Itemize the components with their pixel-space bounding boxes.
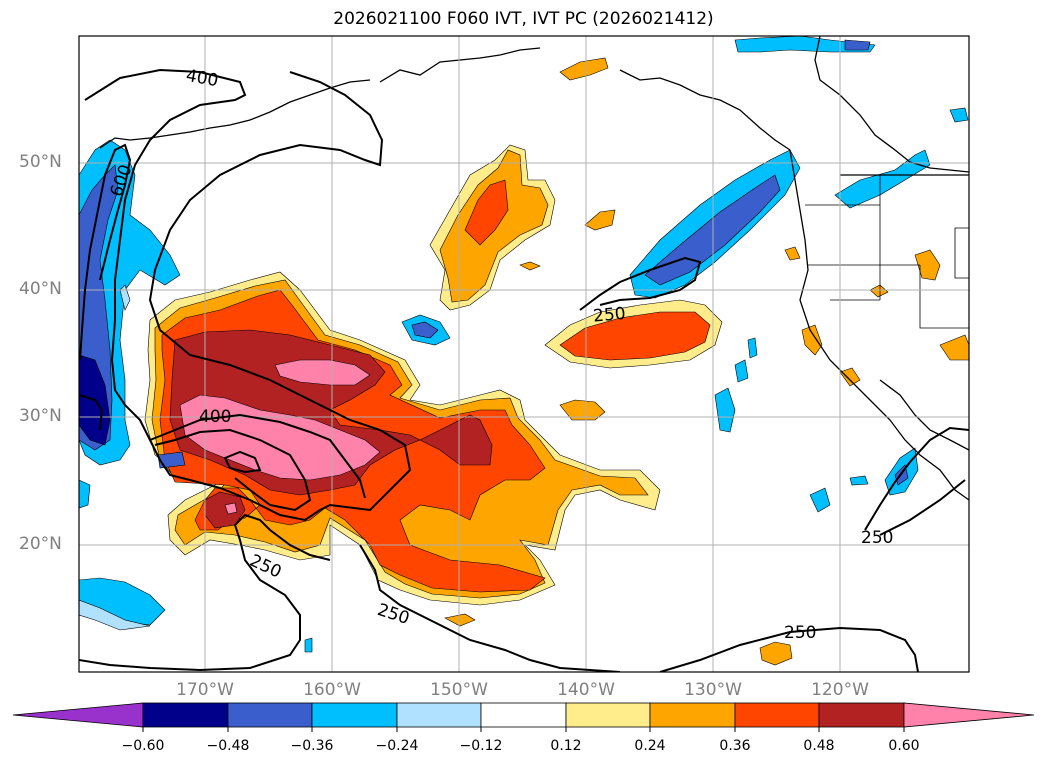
colorbar-tick-label: 0.60 (888, 738, 920, 754)
lon-label: 140°W (557, 680, 615, 700)
lon-label: 170°W (176, 680, 234, 700)
colorbar-tick-label: −0.60 (121, 738, 165, 754)
positive-anomaly-small-pink (224, 502, 238, 515)
contour-label: 250 (861, 528, 893, 548)
contour-250-west (79, 513, 331, 672)
colorbar-tick-label: 0.48 (803, 738, 835, 754)
map-plot-area: 400 600 250 400 250 250 250 250 (79, 36, 969, 672)
positive-anomaly-small-11 (519, 261, 541, 271)
contour-400-north (84, 68, 412, 522)
positive-anomaly-north-red (464, 179, 509, 246)
lon-label: 130°W (684, 680, 742, 700)
positive-anomaly-small-10 (839, 367, 861, 387)
negative-anomaly-mid-small-dark (411, 321, 439, 339)
contour-250-left-fragment (79, 394, 104, 431)
negative-anomaly-east-column (714, 387, 736, 433)
colorbar-swatch (649, 702, 736, 728)
positive-anomaly-east-red (559, 311, 711, 361)
negative-anomaly-southwest-light (79, 599, 151, 631)
map-frame (78, 35, 970, 673)
contour-label: 400 (199, 407, 231, 427)
negative-anomaly-tiny-1 (949, 107, 969, 123)
lon-label: 120°W (811, 680, 869, 700)
colorbar-swatch (565, 702, 651, 728)
colorbar-swatch (396, 702, 482, 728)
colorbar-swatch (818, 702, 905, 728)
colorbar-ticks (142, 727, 905, 732)
positive-anomaly-small-3 (559, 399, 606, 421)
coastlines (99, 36, 969, 501)
colorbar-swatch (227, 702, 313, 728)
lat-label: 30°N (19, 406, 62, 426)
contour-250-south (659, 626, 919, 672)
contour-400-inner (154, 428, 312, 512)
positive-anomaly-small-left (204, 491, 246, 529)
positive-anomaly-small-5 (444, 613, 476, 627)
lon-label: 150°W (430, 680, 488, 700)
negative-anomaly-west-light (119, 284, 131, 311)
colorbar-tick-label: −0.12 (459, 738, 503, 754)
contour-250-center (359, 544, 621, 672)
negative-anomaly-south-small (809, 487, 831, 513)
positive-anomaly-small-4 (759, 641, 793, 666)
colorbar-tick-label: 0.12 (550, 738, 582, 754)
positive-anomaly-small-2 (584, 209, 616, 231)
colorbar (12, 702, 1035, 732)
colorbar-tick-label: −0.36 (290, 738, 334, 754)
contour-250-southeast (864, 426, 969, 531)
colorbar-swatch (903, 702, 1035, 728)
positive-anomaly-small-9 (869, 284, 889, 298)
colorbar-tick-label: −0.24 (375, 738, 419, 754)
positive-anomaly-small-7 (939, 334, 969, 361)
negative-anomaly-south-small-2 (849, 475, 869, 486)
colorbar-swatch (734, 702, 820, 728)
lon-label: 160°W (303, 680, 361, 700)
ivt-contours (79, 68, 969, 672)
negative-anomaly-east-small-2 (747, 337, 758, 359)
negative-anomaly-small-left-dark (157, 451, 186, 469)
lat-label: 40°N (19, 279, 62, 299)
colorbar-tick-label: −0.48 (206, 738, 250, 754)
positive-anomaly-pink-north (274, 359, 371, 386)
lat-label: 20°N (19, 534, 62, 554)
colorbar-swatch (480, 702, 567, 728)
contour-label: 250 (592, 304, 626, 327)
lat-label: 50°N (19, 152, 62, 172)
colorbar-swatch (12, 702, 144, 728)
positive-anomaly-small-8 (914, 249, 941, 281)
map-title: 2026021100 F060 IVT, IVT PC (2026021412) (333, 9, 714, 29)
contour-label: 250 (784, 623, 816, 643)
colorbar-swatch (311, 702, 398, 728)
colorbar-swatch (142, 702, 229, 728)
contour-250-southeast-2 (879, 479, 966, 536)
positive-anomaly-small-12 (784, 246, 801, 261)
negative-anomaly-small-far-west (79, 479, 91, 509)
negative-anomaly-tiny-2 (304, 637, 313, 653)
colorbar-tick-label: 0.36 (719, 738, 751, 754)
colorbar-tick-label: 0.24 (634, 738, 666, 754)
negative-anomaly-east-small-1 (734, 359, 749, 383)
contour-600 (79, 143, 132, 361)
contour-400-lower (149, 413, 366, 499)
contour-small-loop (223, 450, 262, 474)
positive-anomaly-small-1 (559, 57, 609, 81)
negative-anomaly-top-dark (844, 39, 871, 51)
contour-250-east (579, 256, 702, 311)
positive-anomaly-small-6 (801, 324, 823, 356)
